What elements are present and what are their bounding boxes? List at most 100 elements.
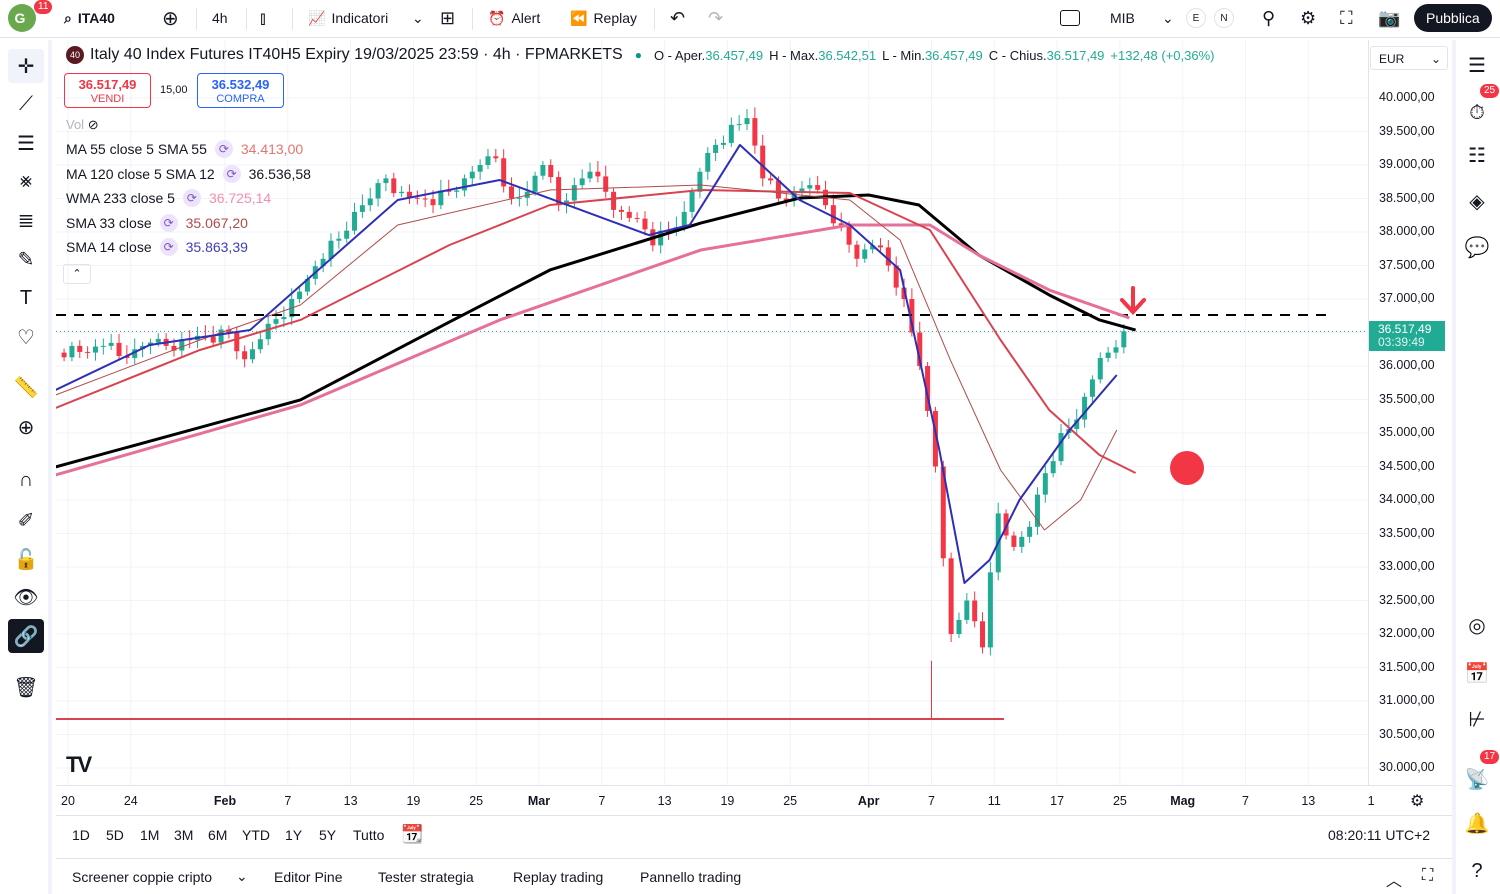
bottom-tab[interactable]: Tester strategia [378, 869, 474, 885]
refresh-icon[interactable]: ⟳ [182, 189, 201, 207]
candle-type-button[interactable]: ⫾ [260, 0, 266, 36]
news-list-icon[interactable]: ☷ [1468, 144, 1486, 167]
eye-icon[interactable]: 👁 [13, 586, 39, 609]
indicators-button[interactable]: 📈 Indicatori [308, 9, 389, 27]
layouts-grid-icon[interactable]: ⊞ [440, 7, 456, 28]
price-chart[interactable] [56, 40, 1368, 785]
bottom-tab[interactable]: Screener coppie cripto [72, 869, 213, 885]
settings-gear-icon[interactable]: ⚙ [1300, 7, 1317, 28]
trash-icon[interactable]: 🗑 [13, 676, 39, 699]
zoom-in-icon[interactable]: ⊕ [17, 416, 35, 439]
fullscreen-icon[interactable]: ⛶ [1340, 7, 1353, 28]
bottom-tab[interactable]: Pannello trading [640, 869, 742, 885]
candle [383, 178, 389, 184]
volume-legend[interactable]: Vol ⊘ [66, 117, 99, 132]
range-button[interactable]: 5D [106, 827, 124, 843]
alerts-clock-icon[interactable]: ⏱ [1469, 101, 1485, 124]
candle [297, 291, 303, 299]
range-button[interactable]: 1D [72, 827, 90, 843]
layers-icon[interactable]: ◈ [1469, 190, 1485, 213]
chevron-down-icon[interactable]: ⌄ [236, 868, 248, 884]
range-button[interactable]: Tutto [353, 827, 385, 843]
stream-icon[interactable]: 📡 [1464, 768, 1490, 791]
time-tick-label: Feb [213, 794, 237, 808]
ruler-icon[interactable]: 📏 [13, 376, 39, 399]
maximize-panel-icon[interactable]: ⛶ [1422, 867, 1434, 884]
n-toggle[interactable]: N [1214, 0, 1234, 36]
refresh-icon[interactable]: ⟳ [159, 213, 178, 232]
range-button[interactable]: YTD [242, 827, 270, 843]
link-icon[interactable]: 🔗 [8, 619, 44, 653]
candle [1105, 352, 1111, 358]
bottom-tab[interactable]: Editor Pine [274, 869, 343, 885]
crosshair-icon[interactable]: ✛ [8, 49, 44, 83]
chevron-down-icon[interactable]: ⌄ [1162, 9, 1174, 26]
bottom-tab[interactable]: Replay trading [513, 869, 604, 885]
help-icon[interactable]: ? [1471, 859, 1483, 882]
buy-button[interactable]: 36.532,49 COMPRA [197, 73, 284, 108]
indicator-legend-item[interactable]: WMA 233 close 5 ⟳ 36.725,14 [66, 189, 271, 207]
sell-button[interactable]: 36.517,49 VENDI [64, 73, 151, 108]
range-button[interactable]: 1M [140, 827, 160, 843]
alert-button[interactable]: ⏰ Alert [488, 9, 541, 27]
calendar-icon[interactable]: 📅 [1464, 662, 1490, 685]
range-button[interactable]: 6M [208, 827, 228, 843]
pattern-icon[interactable]: ⨳ [19, 169, 33, 192]
clock-timezone[interactable]: 08:20:11 UTC+2 [1328, 827, 1431, 843]
quick-search-icon[interactable]: ⚲ [1262, 7, 1276, 28]
layout-square-icon[interactable] [1060, 0, 1080, 36]
e-toggle[interactable]: E [1186, 0, 1206, 36]
top-toolbar: G 11 ⌕ ITA40 ⊕ 4h ⫾ 📈 Indicatori ⌄ ⊞ ⏰ Alert… [0, 0, 1500, 38]
indicator-legend-item[interactable]: SMA 14 close ⟳ 35.863,39 [66, 238, 248, 256]
text-icon[interactable]: T [19, 286, 33, 309]
range-button[interactable]: 1Y [285, 827, 303, 843]
currency-select[interactable]: EUR ⌄ [1370, 46, 1448, 70]
indicator-value: 35.067,20 [185, 214, 248, 231]
index-select[interactable]: MIB [1110, 10, 1135, 26]
camera-icon[interactable]: 📷 [1378, 7, 1401, 28]
brush-icon[interactable]: ✎ [17, 248, 35, 271]
time-axis[interactable]: ⚙ 20 24 Feb 7 13 19 25 Mar 7 13 19 25 Apr 7 11 17 25 Mag 7 1… [56, 785, 1452, 815]
lock-icon[interactable]: 🔓 [13, 548, 39, 571]
bell-icon[interactable]: 🔔 [1464, 812, 1490, 835]
candle [85, 351, 91, 353]
indicator-legend-item[interactable]: MA 55 close 5 SMA 55 ⟳ 34.413,00 [66, 140, 303, 158]
range-button[interactable]: 3M [174, 827, 194, 843]
calendar-goto-icon[interactable]: 📆 [401, 824, 424, 844]
chat-icon[interactable]: 💬 [1464, 236, 1490, 259]
compare-add-button[interactable]: ⊕ [162, 0, 179, 36]
indicator-legend-item[interactable]: SMA 33 close ⟳ 35.067,20 [66, 213, 248, 232]
time-tick-label: 13 [657, 794, 672, 808]
horizontal-lines-icon[interactable]: ☰ [17, 132, 35, 155]
candle [987, 572, 993, 648]
avatar[interactable]: G 11 [8, 0, 53, 36]
trend-line-icon[interactable]: ⟋ [19, 92, 33, 115]
price-axis[interactable]: 40.000,00 39.500,00 39.000,00 38.500,00 38.0… [1368, 40, 1452, 785]
watchlist-icon[interactable]: ☰ [1468, 54, 1486, 77]
heart-icon[interactable]: ♡ [17, 326, 35, 349]
publish-button[interactable]: Pubblica [1414, 4, 1492, 32]
ma-line [56, 193, 1137, 469]
interval-button[interactable]: 4h [212, 10, 228, 26]
pencil-lock-icon[interactable]: ✐ [17, 509, 35, 532]
settings-gear-icon[interactable]: ⚙ [1410, 793, 1425, 810]
chart-pattern-icon[interactable]: ⊬ [1468, 708, 1486, 731]
candle [948, 558, 954, 634]
candle [870, 245, 876, 250]
target-icon[interactable]: ◎ [1468, 614, 1486, 637]
replay-button[interactable]: ⏪ Replay [570, 9, 638, 27]
refresh-icon[interactable]: ⟳ [214, 140, 233, 158]
indicator-legend-item[interactable]: MA 120 close 5 SMA 12 ⟳ 36.536,58 [66, 164, 311, 183]
fib-icon[interactable]: ≣ [17, 209, 35, 232]
collapse-legend-button[interactable]: ⌃ [63, 264, 91, 284]
price-tick-label: 35.500,00 [1379, 391, 1435, 406]
symbol-search[interactable]: ⌕ ITA40 [64, 9, 115, 27]
undo-icon[interactable]: ↶ [670, 7, 686, 28]
chevron-down-icon[interactable]: ⌄ [412, 9, 424, 26]
magnet-icon[interactable]: ∩ [18, 468, 34, 491]
redo-icon[interactable]: ↷ [708, 7, 724, 28]
chevron-up-icon[interactable]: ︿ [1386, 873, 1403, 890]
refresh-icon[interactable]: ⟳ [222, 164, 241, 183]
refresh-icon[interactable]: ⟳ [159, 238, 178, 256]
range-button[interactable]: 5Y [319, 827, 337, 843]
